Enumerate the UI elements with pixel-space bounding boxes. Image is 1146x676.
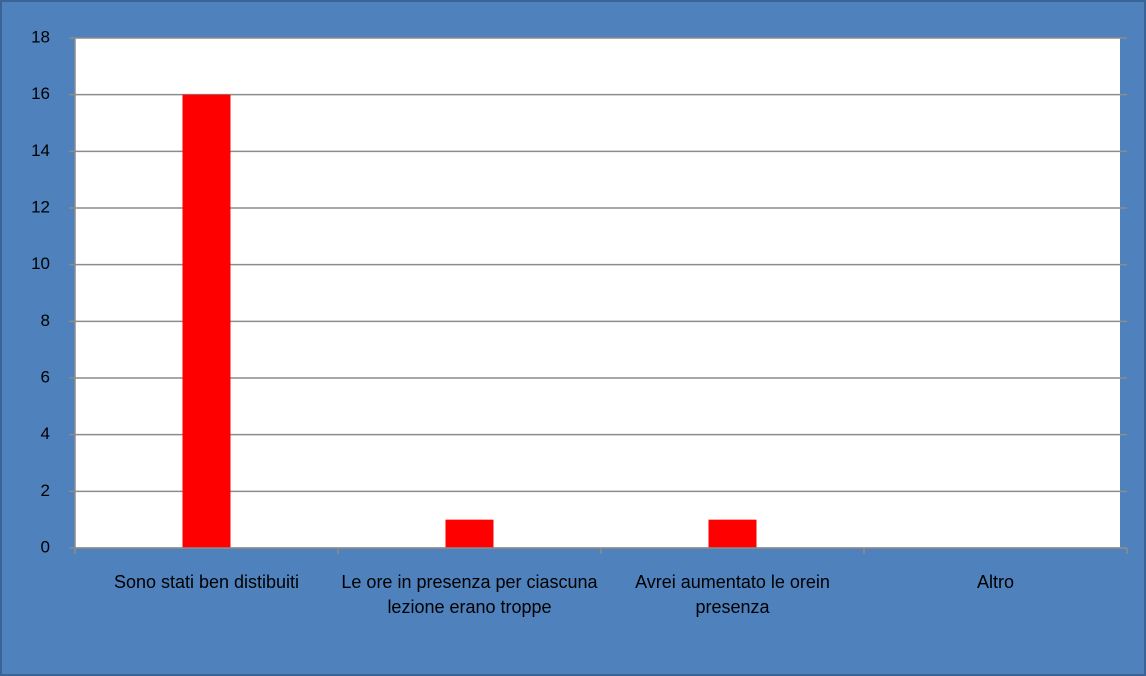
y-tick-label: 14: [31, 141, 50, 160]
y-tick-label: 12: [31, 197, 50, 216]
plot-area: [75, 38, 1120, 548]
y-tick-label: 8: [41, 311, 50, 330]
bar: [182, 94, 231, 549]
y-tick-label: 10: [31, 254, 50, 273]
y-tick-label: 0: [41, 537, 50, 556]
x-tick-label: Le ore in presenza per ciascuna lezione …: [341, 572, 598, 617]
y-tick-label: 18: [31, 27, 50, 46]
y-tick-label: 16: [31, 84, 50, 103]
bar: [708, 519, 757, 548]
y-tick-label: 4: [41, 424, 50, 443]
bar: [445, 519, 494, 548]
x-tick-label: Sono stati ben distibuiti: [113, 572, 300, 592]
x-tick-label: Avrei aumentato le orein presenza: [635, 572, 830, 617]
y-tick-label: 6: [41, 367, 50, 386]
y-tick-label: 2: [41, 481, 50, 500]
x-tick-label: Altro: [976, 572, 1014, 592]
